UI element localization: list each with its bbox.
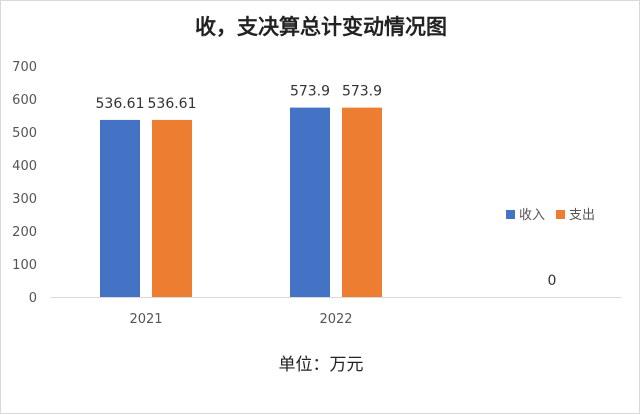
unit-label: 单位：万元 <box>278 355 364 375</box>
chart-title: 收，支决算总计变动情况图 <box>195 14 447 39</box>
legend-label: 支出 <box>569 208 595 223</box>
data-label: 573.9 <box>342 84 382 100</box>
legend-swatch <box>506 210 515 219</box>
bar <box>342 107 382 297</box>
legend-swatch <box>556 210 565 219</box>
y-tick-label: 300 <box>12 192 37 207</box>
y-tick-label: 500 <box>12 126 37 141</box>
y-tick-label: 100 <box>12 258 37 273</box>
y-tick-label: 0 <box>29 291 37 306</box>
legend-label: 收入 <box>519 208 545 223</box>
data-label: 0 <box>548 273 557 289</box>
data-label: 573.9 <box>290 84 330 100</box>
bar <box>100 119 140 297</box>
y-tick-label: 400 <box>12 159 37 174</box>
y-tick-label: 700 <box>12 60 37 75</box>
bar <box>152 119 192 297</box>
x-tick-label: 2021 <box>129 312 162 327</box>
data-label: 536.61 <box>148 96 197 112</box>
x-tick-label: 2022 <box>319 312 352 327</box>
y-tick-label: 200 <box>12 225 37 240</box>
bar <box>290 107 330 297</box>
y-tick-label: 600 <box>12 93 37 108</box>
data-label: 536.61 <box>96 96 145 112</box>
